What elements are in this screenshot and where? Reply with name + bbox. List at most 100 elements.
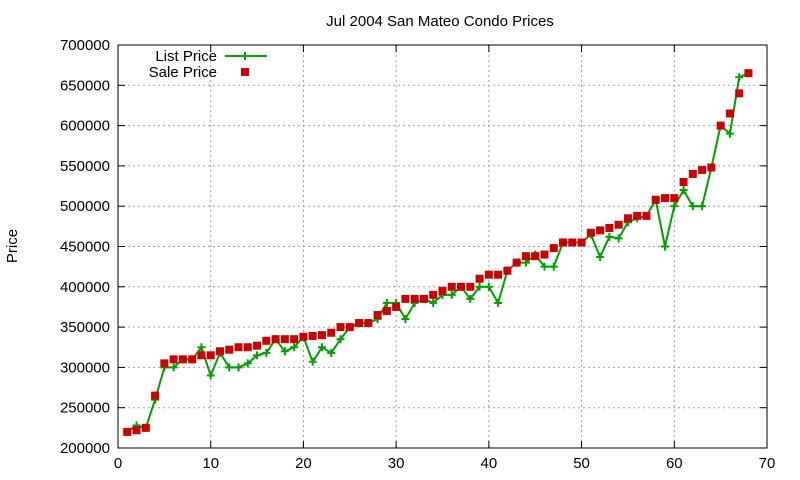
sale-price-point bbox=[623, 214, 632, 223]
list-price-point bbox=[596, 252, 605, 261]
sale-price-point bbox=[438, 286, 447, 295]
sale-price-point bbox=[475, 274, 484, 283]
sale-price-point bbox=[271, 335, 280, 344]
list-price-point bbox=[466, 294, 475, 303]
sale-price-point bbox=[382, 306, 391, 315]
sale-price-point bbox=[744, 69, 753, 78]
sale-price-point bbox=[586, 228, 595, 237]
x-tick-label: 30 bbox=[388, 455, 405, 472]
sale-price-point bbox=[327, 328, 336, 337]
list-price-point bbox=[401, 315, 410, 324]
sale-price-point bbox=[577, 238, 586, 247]
y-tick-label: 200000 bbox=[60, 440, 110, 457]
y-tick-label: 300000 bbox=[60, 359, 110, 376]
list-price-point bbox=[327, 348, 336, 357]
sale-price-point bbox=[262, 336, 271, 345]
list-price-point bbox=[661, 242, 670, 251]
list-price-point bbox=[206, 371, 215, 380]
sale-price-point bbox=[642, 211, 651, 220]
sale-price-point bbox=[197, 351, 206, 360]
y-tick-label: 600000 bbox=[60, 118, 110, 135]
list-price-point bbox=[169, 363, 178, 372]
list-price-point bbox=[382, 298, 391, 307]
list-price-point bbox=[494, 298, 503, 307]
sale-price-point bbox=[160, 359, 169, 368]
x-tick-label: 60 bbox=[666, 455, 683, 472]
sale-price-point bbox=[661, 194, 670, 203]
sale-price-point bbox=[373, 311, 382, 320]
sale-price-point bbox=[178, 355, 187, 364]
sale-price-point bbox=[614, 220, 623, 229]
x-tick-label: 40 bbox=[481, 455, 498, 472]
sale-price-point bbox=[410, 294, 419, 303]
list-price-point bbox=[679, 186, 688, 195]
list-price-point bbox=[447, 290, 456, 299]
y-tick-label: 550000 bbox=[60, 158, 110, 175]
series-list-price bbox=[123, 69, 753, 436]
list-price-point bbox=[197, 343, 206, 352]
sale-price-point bbox=[429, 290, 438, 299]
x-tick-label: 70 bbox=[759, 455, 776, 472]
axis-layer: 0 10 20 30 40 50 60 70 200000 250000 300000 350000 4… bbox=[60, 37, 775, 472]
sale-price-point bbox=[457, 282, 466, 291]
sale-price-point bbox=[253, 341, 262, 350]
sale-price-point bbox=[234, 343, 243, 352]
sale-price-point bbox=[596, 226, 605, 235]
sale-price-point bbox=[466, 282, 475, 291]
list-price-point bbox=[698, 202, 707, 211]
sale-price-point bbox=[188, 355, 197, 364]
list-price-point bbox=[475, 282, 484, 291]
sale-price-point bbox=[206, 351, 215, 360]
sale-price-point bbox=[568, 238, 577, 247]
sale-price-point bbox=[698, 165, 707, 174]
sale-price-point bbox=[633, 211, 642, 220]
list-price-point bbox=[725, 129, 734, 138]
y-tick-label: 700000 bbox=[60, 37, 110, 54]
sale-price-point bbox=[280, 335, 289, 344]
sale-price-point bbox=[670, 194, 679, 203]
list-price-point bbox=[308, 357, 317, 366]
list-price-point bbox=[688, 202, 697, 211]
y-tick-label: 250000 bbox=[60, 400, 110, 417]
legend-square-marker bbox=[241, 68, 249, 76]
sale-price-point bbox=[447, 282, 456, 291]
sale-price-point bbox=[215, 347, 224, 356]
sale-price-point bbox=[484, 270, 493, 279]
sale-price-point bbox=[494, 270, 503, 279]
sale-price-point bbox=[308, 331, 317, 340]
sale-price-point bbox=[716, 121, 725, 130]
list-price-point bbox=[290, 343, 299, 352]
sale-price-point bbox=[688, 169, 697, 178]
list-price-point bbox=[605, 232, 614, 241]
sale-price-point bbox=[503, 266, 512, 275]
list-price-point bbox=[253, 351, 262, 360]
y-tick-label: 650000 bbox=[60, 77, 110, 94]
sale-price-point bbox=[605, 223, 614, 232]
list-price-point bbox=[317, 343, 326, 352]
y-tick-label: 400000 bbox=[60, 279, 110, 296]
series-layer bbox=[123, 69, 753, 436]
sale-price-point bbox=[317, 331, 326, 340]
sale-price-point bbox=[512, 258, 521, 267]
list-price-point bbox=[234, 363, 243, 372]
sale-price-point bbox=[243, 343, 252, 352]
sale-price-point bbox=[735, 89, 744, 98]
sale-price-point bbox=[345, 323, 354, 332]
sale-price-point bbox=[707, 163, 716, 172]
sale-price-point bbox=[225, 345, 234, 354]
list-price-point bbox=[614, 234, 623, 243]
list-price-point bbox=[243, 359, 252, 368]
list-price-line bbox=[126, 72, 749, 433]
legend-plus-marker bbox=[241, 52, 249, 60]
x-tick-label: 20 bbox=[295, 455, 312, 472]
sale-price-point bbox=[123, 427, 132, 436]
sale-price-point bbox=[531, 252, 540, 261]
y-tick-label: 500000 bbox=[60, 198, 110, 215]
x-tick-label: 0 bbox=[114, 455, 122, 472]
list-price-point bbox=[280, 347, 289, 356]
list-price-point bbox=[484, 282, 493, 291]
list-price-point bbox=[225, 363, 234, 372]
y-tick-label: 450000 bbox=[60, 239, 110, 256]
x-tick-label: 10 bbox=[202, 455, 219, 472]
